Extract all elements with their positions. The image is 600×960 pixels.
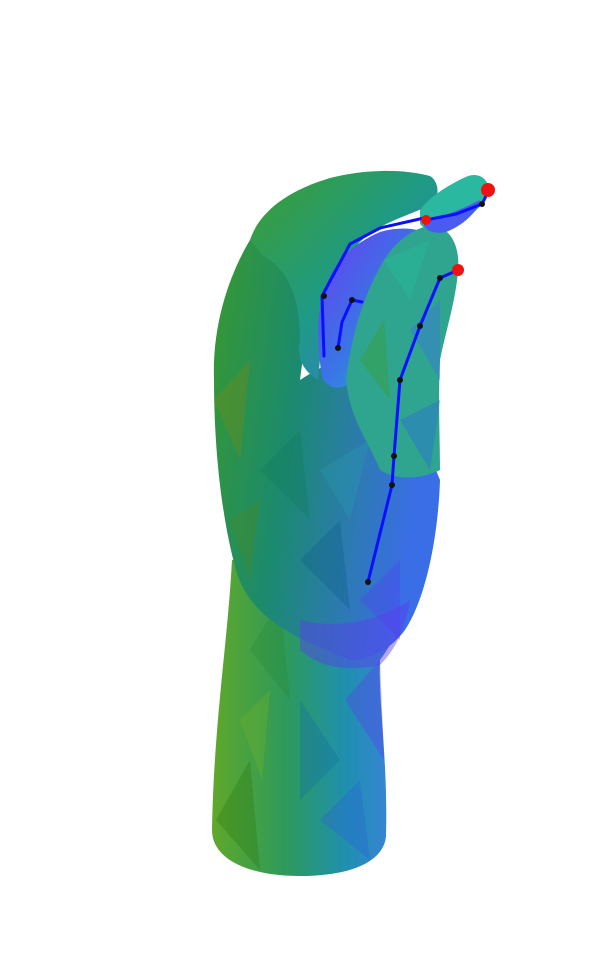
middle-finger-bones (320, 216, 426, 358)
fingertip-marker-middle (421, 215, 431, 225)
joint (397, 377, 403, 383)
thumb-bones (424, 190, 490, 222)
fingertip-marker-thumb (481, 183, 495, 197)
joint (437, 275, 443, 281)
joint (335, 345, 341, 351)
fingertip-marker-index (452, 264, 464, 276)
forearm-facets (216, 600, 384, 870)
index-finger-facets (360, 240, 440, 470)
joint (389, 482, 395, 488)
thumb-underside (424, 200, 480, 233)
joint (479, 201, 485, 207)
ring-finger-bones (336, 298, 364, 350)
wrist-shade (300, 600, 410, 669)
joint (349, 297, 355, 303)
palm (213, 180, 440, 660)
joint (321, 293, 327, 299)
skeleton-joints (321, 201, 485, 585)
joint (365, 579, 371, 585)
palm-facets (214, 360, 400, 640)
fingertip-markers (421, 183, 495, 276)
index-finger (346, 225, 459, 478)
joint (417, 323, 423, 329)
curled-fingers-back (250, 170, 438, 380)
joint (391, 453, 397, 459)
